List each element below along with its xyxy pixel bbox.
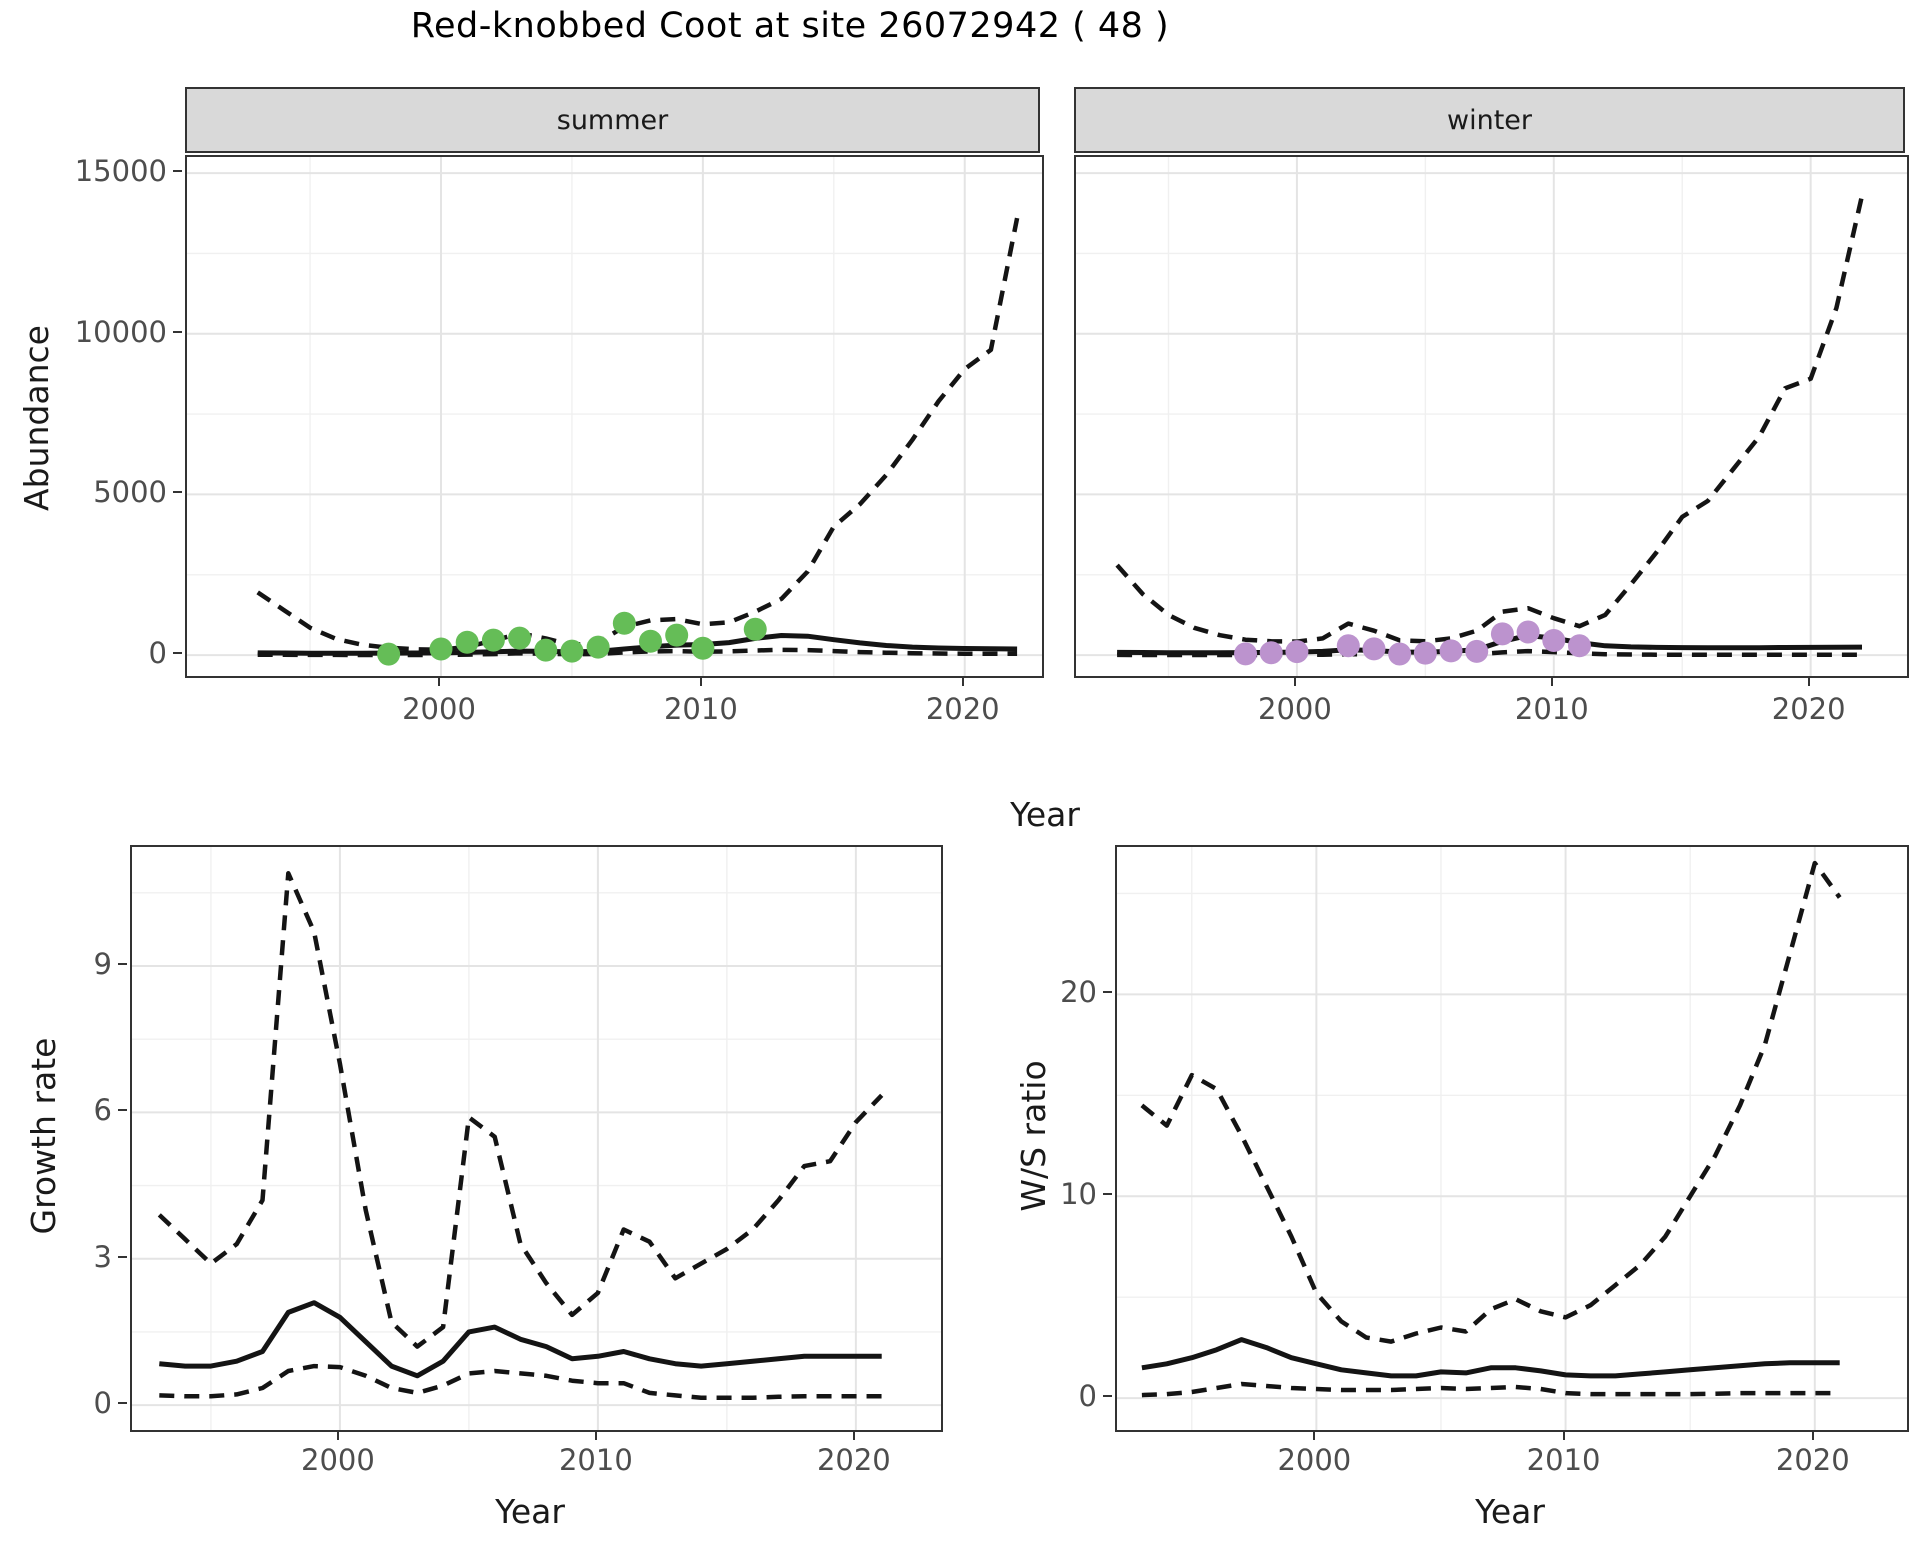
y-tick-mark: [1103, 991, 1112, 994]
y-tick-mark: [1103, 1395, 1112, 1398]
upper-ci-line: [1115, 195, 1865, 644]
x-tick-mark: [1293, 677, 1296, 686]
observation-point: [455, 630, 479, 654]
y-tick-label: 0: [93, 1386, 112, 1421]
y-tick-mark: [118, 1255, 127, 1258]
x-tick-mark: [852, 1431, 855, 1440]
y-tick-label: 6: [93, 1093, 112, 1128]
x-tick-mark: [961, 677, 964, 686]
observation-point: [1567, 634, 1591, 658]
x-tick-mark: [1313, 1431, 1316, 1440]
y-tick-label: 0: [148, 636, 167, 671]
x-tick-label: 2010: [558, 1443, 633, 1477]
x-tick-label: 2020: [816, 1443, 891, 1477]
facet-strip-summer: summer: [185, 87, 1040, 153]
y-tick-mark: [173, 330, 182, 333]
lower-ci-line: [1141, 1381, 1840, 1398]
bottom-left-year-axis-title: Year: [495, 1492, 565, 1531]
observation-point: [1285, 640, 1309, 664]
observation-point: [429, 637, 453, 661]
y-tick-label: 10000: [74, 314, 167, 349]
y-tick-mark: [173, 652, 182, 655]
growth-rate-panel: [130, 845, 943, 1432]
median-line: [1141, 1337, 1840, 1379]
observation-point: [481, 628, 505, 652]
y-tick-mark: [173, 491, 182, 494]
abundance-winter-plot-area: [1076, 157, 1907, 676]
growth-rate-plot-area: [132, 847, 941, 1430]
observation-point: [691, 636, 715, 660]
x-tick-label: 2010: [663, 692, 738, 726]
y-tick-label: 9: [93, 947, 112, 982]
x-tick-mark: [1811, 1431, 1814, 1440]
facet-strip-winter-label: winter: [1447, 104, 1532, 136]
observation-point: [1362, 637, 1386, 661]
y-tick-mark: [1103, 1193, 1112, 1196]
observation-point: [639, 629, 663, 653]
top-year-axis-title: Year: [1010, 795, 1080, 834]
observation-point: [665, 623, 689, 647]
observation-point: [560, 639, 584, 663]
observation-point: [612, 611, 636, 635]
x-tick-label: 2000: [1258, 692, 1332, 726]
observation-point: [1439, 639, 1463, 663]
abundance-summer-plot-area: [187, 157, 1042, 676]
observation-point: [743, 617, 767, 641]
abundance-axis-title: Abundance: [17, 325, 56, 511]
observation-point: [1259, 641, 1283, 665]
x-tick-label: 2000: [301, 1443, 375, 1477]
lower-ci-line: [159, 1363, 882, 1401]
y-tick-label: 3: [93, 1239, 112, 1274]
observation-point: [1490, 622, 1514, 646]
observation-point: [377, 642, 401, 666]
x-tick-label: 2020: [1771, 692, 1846, 726]
observation-point: [586, 635, 610, 659]
ws-ratio-panel: [1115, 845, 1909, 1432]
x-tick-mark: [1807, 677, 1810, 686]
winter-abundance-panel: [1074, 155, 1909, 678]
x-tick-mark: [1550, 677, 1553, 686]
x-tick-label: 2010: [1514, 692, 1589, 726]
observation-point: [1542, 628, 1566, 652]
observation-point: [1388, 642, 1412, 666]
y-tick-mark: [118, 1402, 127, 1405]
observation-point: [508, 626, 532, 650]
observation-point: [534, 638, 558, 662]
x-tick-mark: [438, 677, 440, 686]
y-tick-label: 5000: [93, 475, 167, 510]
y-tick-label: 15000: [74, 154, 167, 189]
y-tick-label: 10: [1060, 1177, 1097, 1212]
x-tick-label: 2000: [1277, 1443, 1352, 1477]
observation-point: [1336, 634, 1360, 658]
observation-point: [1516, 620, 1540, 644]
x-tick-mark: [1562, 1431, 1565, 1440]
y-tick-mark: [118, 963, 127, 966]
x-tick-mark: [594, 1431, 597, 1440]
y-tick-label: 20: [1060, 975, 1097, 1010]
summer-abundance-panel: [185, 155, 1044, 678]
upper-ci-line: [1140, 860, 1842, 1344]
x-tick-mark: [699, 677, 702, 686]
y-tick-mark: [173, 170, 182, 173]
growth-rate-axis-title: Growth rate: [24, 1037, 63, 1235]
upper-ci-line: [256, 217, 1020, 653]
y-tick-label: 0: [1078, 1379, 1097, 1414]
y-tick-mark: [118, 1109, 127, 1112]
page-title: Red-knobbed Coot at site 26072942 ( 48 ): [410, 6, 1170, 46]
facet-strip-summer-label: summer: [556, 104, 669, 136]
facet-strip-winter: winter: [1074, 87, 1905, 153]
ws-ratio-plot-area: [1117, 847, 1907, 1430]
observation-point: [1465, 639, 1489, 663]
x-tick-mark: [336, 1431, 339, 1440]
x-tick-label: 2020: [1775, 1443, 1850, 1477]
bottom-right-year-axis-title: Year: [1475, 1492, 1545, 1531]
upper-ci-line: [157, 871, 884, 1349]
x-tick-label: 2010: [1526, 1443, 1601, 1477]
observation-point: [1413, 641, 1437, 665]
observation-point: [1234, 642, 1258, 666]
x-tick-label: 2000: [402, 692, 476, 726]
median-line: [159, 1300, 882, 1379]
x-tick-label: 2020: [925, 692, 1000, 726]
